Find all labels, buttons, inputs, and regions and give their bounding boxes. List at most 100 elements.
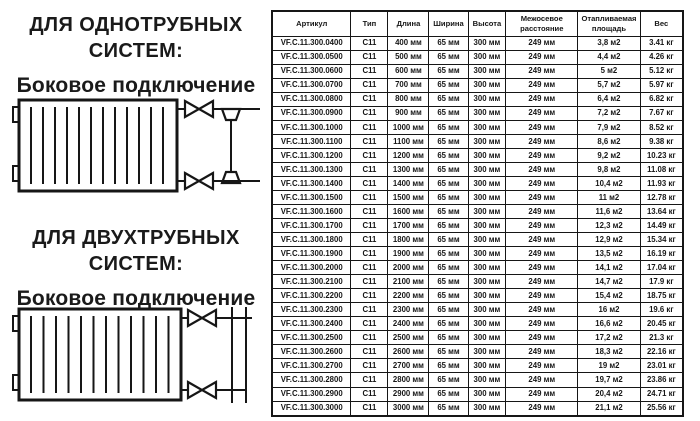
table-cell: VF.C.11.300.0600 bbox=[271, 63, 352, 79]
table-cell: 12,9 м2 bbox=[577, 232, 641, 248]
table-cell: 249 мм bbox=[505, 119, 579, 135]
table-cell: 20,4 м2 bbox=[577, 386, 641, 402]
table-cell: 10,4 м2 bbox=[577, 176, 641, 192]
table-cell: C11 bbox=[350, 35, 389, 51]
single-pipe-subtitle: Боковое подключение bbox=[16, 73, 256, 97]
table-cell: 300 мм bbox=[467, 63, 507, 79]
table-cell: 4,4 м2 bbox=[577, 49, 641, 65]
table-cell: C11 bbox=[350, 218, 389, 234]
single-pipe-title: ДЛЯ ОДНОТРУБНЫХ СИСТЕМ: bbox=[6, 12, 266, 65]
radiator-one-pipe-diagram bbox=[8, 96, 264, 196]
table-cell: 249 мм bbox=[505, 358, 579, 374]
table-cell: 10.23 кг bbox=[639, 147, 684, 164]
table-cell: 21,1 м2 bbox=[577, 400, 641, 417]
table-cell: VF.C.11.300.1100 bbox=[271, 133, 352, 149]
table-row: VF.C.11.300.0400 C11 400 мм 65 мм 300 мм 249 … bbox=[271, 35, 684, 51]
table-cell: 23.01 кг bbox=[639, 358, 684, 374]
table-cell: 19.6 кг bbox=[639, 302, 684, 318]
table-cell: 16,6 м2 bbox=[577, 316, 641, 332]
table-cell: VF.C.11.300.2300 bbox=[271, 302, 352, 318]
table-cell: 65 мм bbox=[428, 246, 469, 262]
table-cell: 2000 мм bbox=[387, 260, 430, 276]
table-cell: 15.34 кг bbox=[639, 232, 684, 248]
table-row: VF.C.11.300.1200 C11 1200 мм 65 мм 300 мм 249… bbox=[271, 147, 684, 164]
table-cell: 300 мм bbox=[467, 400, 507, 417]
table-cell: VF.C.11.300.0900 bbox=[271, 105, 352, 121]
table-cell: VF.C.11.300.3000 bbox=[271, 400, 352, 417]
table-cell: 249 мм bbox=[505, 344, 579, 360]
table-cell: 249 мм bbox=[505, 49, 579, 65]
table-cell: 300 мм bbox=[467, 330, 507, 346]
table-cell: VF.C.11.300.2800 bbox=[271, 372, 352, 388]
table-cell: 19,7 м2 bbox=[577, 372, 641, 388]
table-cell: 11.93 кг bbox=[639, 176, 684, 192]
table-cell: 300 мм bbox=[467, 91, 507, 107]
table-cell: 249 мм bbox=[505, 147, 579, 164]
table-cell: 300 мм bbox=[467, 147, 507, 164]
table-cell: 17,2 м2 bbox=[577, 330, 641, 346]
table-row: VF.C.11.300.2600 C11 2600 мм 65 мм 300 мм 249… bbox=[271, 344, 684, 360]
table-cell: 249 мм bbox=[505, 91, 579, 107]
single-pipe-title-line1: ДЛЯ ОДНОТРУБНЫХ bbox=[29, 14, 243, 36]
table-cell: 300 мм bbox=[467, 49, 507, 65]
table-cell: C11 bbox=[350, 119, 389, 135]
table-cell: C11 bbox=[350, 302, 389, 318]
radiator-fins bbox=[30, 316, 170, 393]
table-cell: 18,3 м2 bbox=[577, 344, 641, 360]
table-cell: 14.49 кг bbox=[639, 218, 684, 234]
table-row: VF.C.11.300.0500 C11 500 мм 65 мм 300 мм 249 … bbox=[271, 49, 684, 65]
table-cell: 65 мм bbox=[428, 119, 469, 135]
table-cell: VF.C.11.300.2200 bbox=[271, 288, 352, 304]
table-cell: 15,4 м2 bbox=[577, 288, 641, 304]
table-cell: 65 мм bbox=[428, 260, 469, 276]
table-cell: 9,8 м2 bbox=[577, 161, 641, 178]
tee-fitting-icon bbox=[220, 107, 242, 122]
column-header: Артикул bbox=[271, 10, 352, 37]
table-cell: 20.45 кг bbox=[639, 316, 684, 332]
table-cell: C11 bbox=[350, 274, 389, 290]
table-cell: 300 мм bbox=[467, 77, 507, 93]
table-cell: 65 мм bbox=[428, 302, 469, 318]
table-row: VF.C.11.300.2100 C11 2100 мм 65 мм 300 мм 249… bbox=[271, 274, 684, 290]
valve-icon bbox=[196, 99, 215, 119]
table-cell: 65 мм bbox=[428, 133, 469, 149]
table-cell: VF.C.11.300.1300 bbox=[271, 161, 352, 178]
table-cell: 300 мм bbox=[467, 232, 507, 248]
table-cell: VF.C.11.300.0500 bbox=[271, 49, 352, 65]
table-cell: 300 мм bbox=[467, 260, 507, 276]
table-cell: 249 мм bbox=[505, 330, 579, 346]
table-cell: VF.C.11.300.1000 bbox=[271, 119, 352, 135]
column-header: Высота bbox=[467, 10, 507, 37]
table-cell: 65 мм bbox=[428, 316, 469, 332]
table-cell: 7,2 м2 bbox=[577, 105, 641, 121]
table-cell: 7.67 кг bbox=[639, 105, 684, 121]
table-cell: 65 мм bbox=[428, 35, 469, 51]
radiator-two-pipe-diagram bbox=[8, 305, 264, 405]
table-cell: VF.C.11.300.1500 bbox=[271, 190, 352, 206]
table-cell: C11 bbox=[350, 63, 389, 79]
table-cell: 4.26 кг bbox=[639, 49, 684, 65]
table-cell: 300 мм bbox=[467, 218, 507, 234]
table-cell: 1500 мм bbox=[387, 190, 430, 206]
table-cell: 249 мм bbox=[505, 274, 579, 290]
table-cell: 14,1 м2 bbox=[577, 260, 641, 276]
valve-icon bbox=[186, 308, 205, 328]
bracket-tab bbox=[12, 315, 20, 332]
table-cell: 3.41 кг bbox=[639, 35, 684, 51]
bracket-tab bbox=[12, 106, 20, 123]
table-cell: 65 мм bbox=[428, 49, 469, 65]
double-pipe-section: ДЛЯ ДВУХТРУБНЫХ СИСТЕМ: Боковое подключе… bbox=[6, 225, 266, 311]
table-cell: 19 м2 bbox=[577, 358, 641, 374]
valve-icon bbox=[199, 308, 218, 328]
table-cell: 65 мм bbox=[428, 288, 469, 304]
table-cell: VF.C.11.300.1200 bbox=[271, 147, 352, 164]
table-cell: C11 bbox=[350, 344, 389, 360]
table-cell: C11 bbox=[350, 49, 389, 65]
table-cell: 25.56 кг bbox=[639, 400, 684, 417]
table-cell: 2100 мм bbox=[387, 274, 430, 290]
table-row: VF.C.11.300.2400 C11 2400 мм 65 мм 300 мм 249… bbox=[271, 316, 684, 332]
table-cell: 249 мм bbox=[505, 302, 579, 318]
table-cell: VF.C.11.300.0700 bbox=[271, 77, 352, 93]
table-cell: C11 bbox=[350, 400, 389, 417]
bracket-tab bbox=[12, 374, 20, 391]
